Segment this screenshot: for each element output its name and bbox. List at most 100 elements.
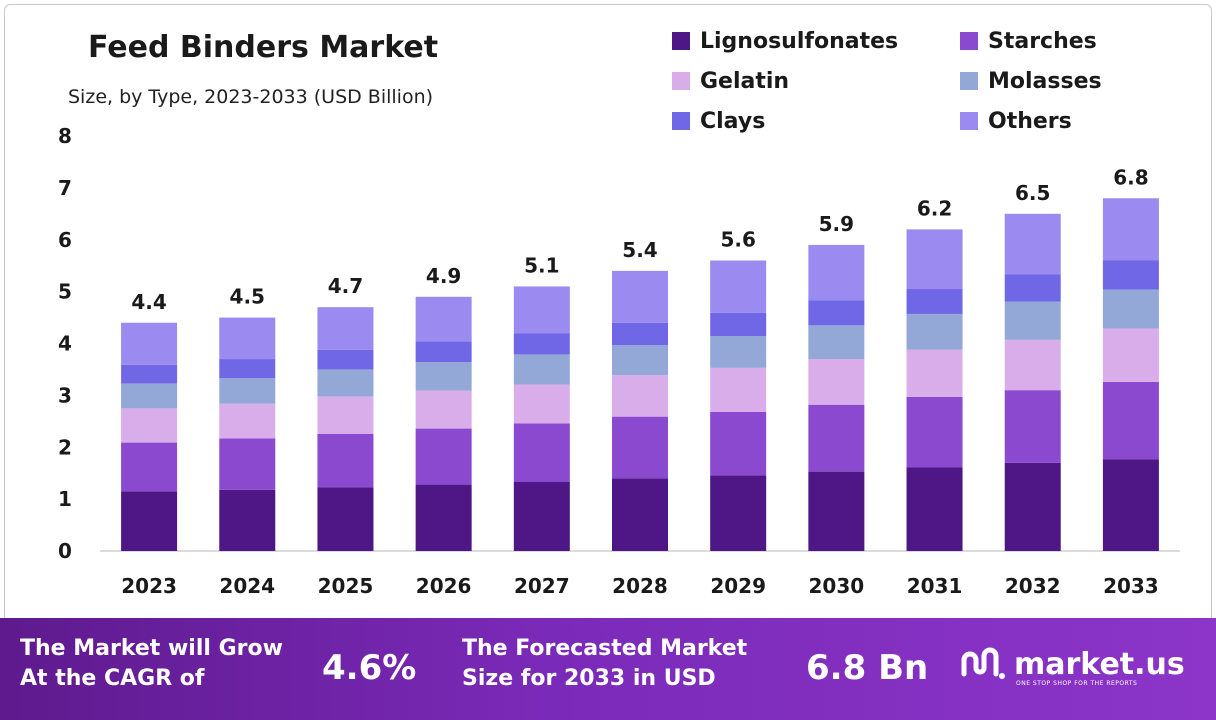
legend-item-others: Others xyxy=(960,108,1180,134)
x-tick-label: 2031 xyxy=(907,574,963,598)
bar-segment-lignosulfonates xyxy=(513,482,570,551)
y-tick-label: 7 xyxy=(58,176,72,200)
bar-total-label: 4.4 xyxy=(131,290,166,314)
y-tick-label: 5 xyxy=(58,280,72,304)
bar-segment-molasses xyxy=(121,383,178,409)
bar-total-label: 5.4 xyxy=(622,238,657,262)
bar-segment-others xyxy=(317,307,374,350)
bar-segment-lignosulfonates xyxy=(1004,462,1061,551)
legend-swatch xyxy=(960,72,978,90)
bar-segment-clays xyxy=(1004,274,1061,302)
bar-segment-gelatin xyxy=(121,408,178,443)
brand-tagline: ONE STOP SHOP FOR THE REPORTS xyxy=(1016,680,1138,687)
forecast-label-line2: Size for 2033 in USD xyxy=(462,666,716,691)
bar-segment-lignosulfonates xyxy=(808,471,865,551)
legend-item-starches: Starches xyxy=(960,28,1180,54)
bar-segment-starches xyxy=(219,438,276,490)
bar-segment-gelatin xyxy=(219,403,276,439)
legend-item-clays: Clays xyxy=(672,108,960,134)
cagr-label: The Market will Grow At the CAGR of xyxy=(20,634,283,694)
bar-segment-others xyxy=(808,244,865,301)
legend-item-gelatin: Gelatin xyxy=(672,68,960,94)
bar-segment-lignosulfonates xyxy=(121,491,178,551)
bar-segment-starches xyxy=(612,416,668,479)
bar-segment-gelatin xyxy=(1102,328,1159,382)
bar-total-label: 6.5 xyxy=(1015,181,1050,205)
x-tick-label: 2023 xyxy=(121,574,177,598)
legend-label: Starches xyxy=(988,28,1097,54)
bar-segment-others xyxy=(1004,213,1061,275)
legend-swatch xyxy=(960,112,978,130)
bar-total-label: 4.5 xyxy=(230,285,265,309)
bar-segment-starches xyxy=(906,396,963,468)
legend-label: Lignosulfonates xyxy=(700,28,899,54)
bar-segment-starches xyxy=(121,442,178,492)
legend-swatch xyxy=(672,32,690,50)
x-tick-label: 2030 xyxy=(809,574,865,598)
bar-segment-gelatin xyxy=(808,359,865,405)
bar-segment-gelatin xyxy=(710,367,767,412)
stacked-bar-chart: 0 1 2 3 4 5 6 7 8 4.4 2023 4.5 2024 4.7 2025 4.9 2026 5.1… xyxy=(58,124,1180,598)
bar-segment-molasses xyxy=(1004,301,1061,340)
bar-segment-molasses xyxy=(710,336,767,368)
bar-segment-starches xyxy=(513,423,570,483)
forecast-label: The Forecasted Market Size for 2033 in U… xyxy=(462,634,747,694)
cagr-value: 4.6% xyxy=(322,648,417,688)
bar-total-label: 6.2 xyxy=(917,196,952,220)
bar-segment-starches xyxy=(415,428,472,485)
legend-swatch xyxy=(960,32,978,50)
legend-label: Clays xyxy=(700,108,766,134)
bar-segment-molasses xyxy=(415,362,472,391)
legend-label: Gelatin xyxy=(700,68,790,94)
bar-segment-clays xyxy=(906,289,963,314)
brand-name: market.us xyxy=(1014,646,1185,682)
bar-segment-clays xyxy=(612,322,668,346)
bar-segment-gelatin xyxy=(612,375,668,417)
bar-segment-others xyxy=(415,296,472,342)
market-us-logo-icon xyxy=(961,647,1005,679)
y-tick-label: 1 xyxy=(58,487,72,511)
legend-label: Others xyxy=(988,108,1072,134)
bar-segment-lignosulfonates xyxy=(906,467,963,551)
forecast-label-line1: The Forecasted Market xyxy=(462,636,748,661)
bar-segment-others xyxy=(1102,198,1159,261)
y-tick-label: 2 xyxy=(58,435,72,459)
bar-segment-molasses xyxy=(906,313,963,350)
bar-segment-lignosulfonates xyxy=(415,484,472,551)
y-tick-label: 4 xyxy=(58,332,72,356)
chart-subtitle: Size, by Type, 2023-2033 (USD Billion) xyxy=(68,86,434,108)
x-tick-label: 2025 xyxy=(318,574,374,598)
bar-segment-starches xyxy=(710,411,767,476)
bar-segment-gelatin xyxy=(1004,339,1061,391)
bar-total-label: 4.9 xyxy=(426,264,461,288)
bar-segment-molasses xyxy=(513,354,570,385)
bar-segment-clays xyxy=(1102,260,1159,290)
legend-item-lignosulfonates: Lignosulfonates xyxy=(672,28,960,54)
bar-segment-gelatin xyxy=(415,390,472,429)
bar-segment-others xyxy=(219,317,276,360)
bar-segment-others xyxy=(121,322,178,365)
bar-segment-others xyxy=(612,270,668,323)
bar-segment-starches xyxy=(317,433,374,488)
bar-total-label: 4.7 xyxy=(328,274,363,298)
bar-segment-clays xyxy=(710,312,767,337)
bar-segment-lignosulfonates xyxy=(612,478,668,551)
bar-segment-starches xyxy=(1004,390,1061,463)
chart-title: Feed Binders Market xyxy=(88,30,439,65)
legend-item-molasses: Molasses xyxy=(960,68,1180,94)
bar-segment-molasses xyxy=(317,369,374,397)
bar-total-label: 5.6 xyxy=(720,228,755,252)
bar-segment-gelatin xyxy=(906,349,963,397)
bar-segment-lignosulfonates xyxy=(317,487,374,551)
bar-segment-lignosulfonates xyxy=(710,475,767,551)
x-tick-label: 2029 xyxy=(710,574,766,598)
bar-segment-molasses xyxy=(1102,289,1159,329)
x-tick-label: 2032 xyxy=(1005,574,1061,598)
bar-segment-clays xyxy=(415,341,472,363)
bar-total-label: 6.8 xyxy=(1113,165,1148,189)
bar-total-label: 5.1 xyxy=(524,253,559,277)
y-tick-label: 6 xyxy=(58,228,72,252)
x-tick-label: 2024 xyxy=(219,574,275,598)
bar-segment-molasses xyxy=(612,345,668,376)
x-tick-label: 2028 xyxy=(612,574,668,598)
